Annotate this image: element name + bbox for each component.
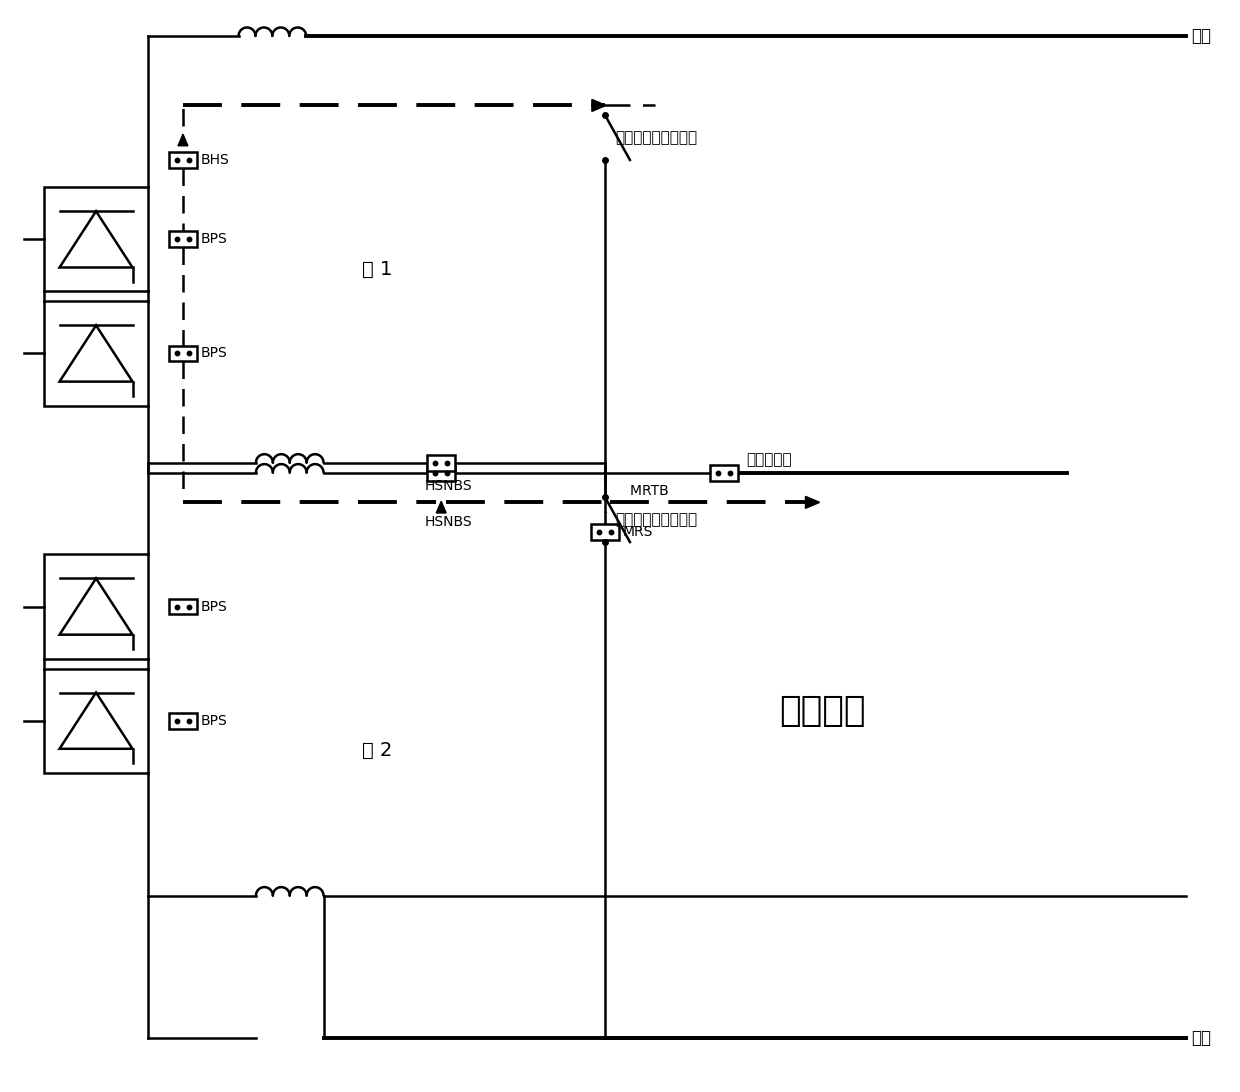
Polygon shape — [60, 692, 133, 749]
Bar — [169, 345, 197, 361]
Bar — [43, 668, 149, 773]
Text: MRS: MRS — [622, 525, 653, 539]
Text: BHS: BHS — [201, 153, 229, 167]
Text: HSNBS: HSNBS — [424, 478, 472, 492]
Bar — [169, 232, 197, 247]
Polygon shape — [806, 497, 820, 509]
Polygon shape — [60, 211, 133, 268]
Bar — [169, 713, 197, 728]
Text: MRTB: MRTB — [630, 485, 673, 498]
Polygon shape — [436, 501, 446, 513]
Bar — [428, 464, 455, 480]
Bar — [169, 152, 197, 168]
Bar — [428, 454, 455, 471]
Text: 金属回路用隔离开关: 金属回路用隔离开关 — [615, 130, 697, 145]
Text: HSNBS: HSNBS — [424, 515, 472, 530]
Bar — [43, 187, 149, 292]
Polygon shape — [591, 99, 606, 111]
Text: BPS: BPS — [201, 233, 228, 247]
Text: 接地极线路: 接地极线路 — [746, 452, 792, 467]
Text: BPS: BPS — [201, 600, 228, 614]
Bar — [169, 598, 197, 615]
Text: 金属回路用隔离开关: 金属回路用隔离开关 — [615, 512, 697, 527]
Text: BPS: BPS — [201, 346, 228, 360]
Text: 极线: 极线 — [1192, 27, 1211, 45]
Bar — [591, 524, 619, 541]
Polygon shape — [179, 134, 188, 145]
Bar — [711, 464, 738, 480]
Text: 极线: 极线 — [1192, 1030, 1211, 1047]
Text: 极 1: 极 1 — [362, 260, 392, 278]
Polygon shape — [60, 579, 133, 634]
Text: BPS: BPS — [201, 714, 228, 727]
Bar — [43, 555, 149, 658]
Bar — [43, 301, 149, 405]
Text: 分流过程: 分流过程 — [779, 693, 866, 727]
Text: 极 2: 极 2 — [362, 741, 392, 760]
Polygon shape — [60, 325, 133, 381]
